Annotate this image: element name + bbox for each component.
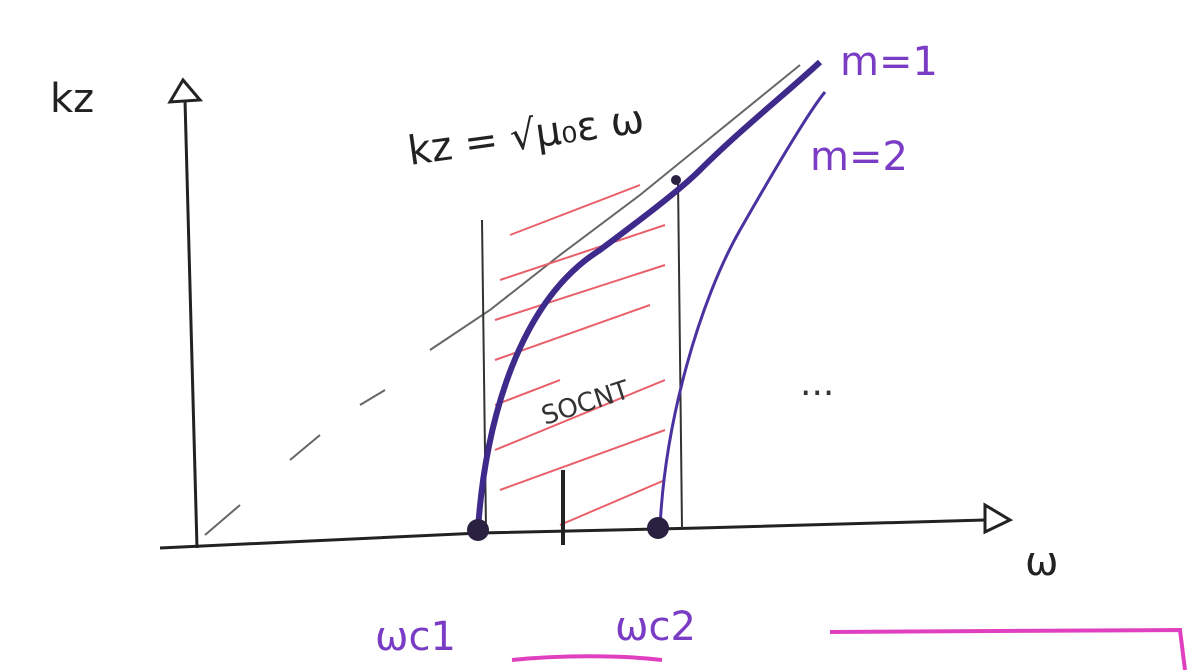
mode-2-curve (658, 91, 827, 529)
cutoff-label: ωc1 (375, 614, 456, 660)
light-line (204, 64, 801, 536)
x-arrow (983, 502, 1014, 535)
mode-label: m=1 (840, 39, 938, 85)
y-axis (183, 99, 199, 549)
mode-1-curve (475, 59, 823, 531)
y-arrow (167, 77, 204, 104)
hatching (494, 184, 666, 526)
x-axis (159, 518, 986, 550)
box-edge (829, 627, 1187, 670)
intersection-point (671, 175, 681, 185)
underline (511, 654, 663, 662)
cutoff-point (467, 519, 489, 541)
x-axis-label: ω (1025, 539, 1059, 585)
cutoff-label: ωc2 (615, 604, 696, 650)
cutoff-point (647, 517, 669, 539)
mode-label: m=2 (810, 134, 908, 180)
ellipsis: ... (800, 363, 834, 404)
cutoff-line (677, 179, 683, 529)
y-axis-label: kz (50, 76, 94, 122)
